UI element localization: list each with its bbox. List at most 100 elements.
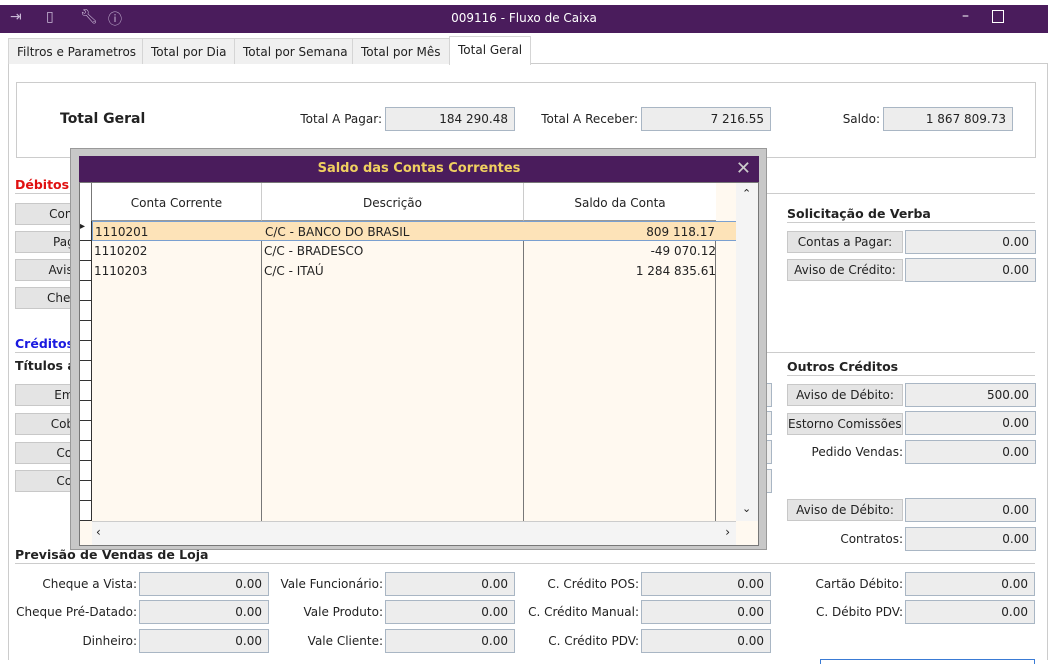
- creditos-title: Créditos: [15, 336, 75, 351]
- info-icon[interactable]: ⓘ: [108, 12, 122, 28]
- previsao-field[interactable]: 0.00: [641, 600, 771, 624]
- tab-filtros[interactable]: Filtros e Parametros: [8, 38, 146, 64]
- row-indicator[interactable]: [80, 281, 92, 301]
- saldo-label: Saldo:: [842, 112, 880, 126]
- previsao-label: Cheque Pré-Datado:: [16, 605, 137, 619]
- outros-title: Outros Créditos: [787, 359, 899, 374]
- pagar-field[interactable]: 184 290.48: [385, 107, 515, 131]
- close-icon[interactable]: ✕: [735, 158, 751, 179]
- row-indicator[interactable]: ▸: [80, 221, 92, 241]
- descricao-cell: C/C - BANCO DO BRASIL: [265, 225, 410, 239]
- debitos-title: Débitos: [15, 177, 70, 192]
- row-indicator[interactable]: [80, 381, 92, 401]
- pedido-vendas-field[interactable]: 0.00: [905, 440, 1036, 464]
- previsao-label: Cheque a Vista:: [42, 577, 137, 591]
- outros-aviso-debito-button[interactable]: Aviso de Débito:: [787, 384, 903, 406]
- solicitacao-contas-pagar-field[interactable]: 0.00: [905, 230, 1036, 254]
- dialog-title-bar: Saldo das Contas Correntes ✕: [79, 156, 759, 182]
- header-conta[interactable]: Conta Corrente: [92, 183, 262, 221]
- pedido-vendas-label: Pedido Vendas:: [811, 445, 903, 459]
- scroll-left-icon[interactable]: ‹: [96, 525, 101, 539]
- saldo-column: [524, 183, 716, 521]
- estorno-comissoes-button[interactable]: Estorno Comissões:: [787, 413, 903, 435]
- aviso-debito-2-field[interactable]: 0.00: [905, 498, 1036, 522]
- previsao-title: Previsão de Vendas de Loja: [15, 547, 209, 562]
- saldo-cell: 1 284 835.61: [635, 264, 716, 278]
- row-indicator[interactable]: [80, 501, 92, 521]
- previsao-field[interactable]: 0.00: [385, 629, 515, 653]
- receber-field[interactable]: 7 216.55: [641, 107, 771, 131]
- contratos-field[interactable]: 0.00: [905, 527, 1036, 551]
- previsao-field[interactable]: 0.00: [385, 600, 515, 624]
- aviso-debito-2-button[interactable]: Aviso de Débito:: [787, 499, 903, 521]
- row-indicator[interactable]: [80, 481, 92, 501]
- previsao-field[interactable]: 0.00: [905, 600, 1035, 624]
- previsao-label: C. Débito PDV:: [816, 605, 903, 619]
- previsao-label: C. Crédito POS:: [547, 577, 639, 591]
- previsao-field[interactable]: 0.00: [641, 629, 771, 653]
- indent-icon[interactable]: ⇥: [10, 9, 22, 25]
- previsao-label: Cartão Débito:: [815, 577, 903, 591]
- previsao-field[interactable]: 0.00: [139, 629, 269, 653]
- outros-aviso-debito-field[interactable]: 500.00: [905, 383, 1036, 407]
- wrench-icon[interactable]: 🔧︎: [80, 9, 98, 25]
- previsao-field[interactable]: 0.00: [139, 600, 269, 624]
- row-indicator[interactable]: [80, 421, 92, 441]
- summary-title: Total Geral: [60, 111, 146, 127]
- descricao-cell: C/C - BRADESCO: [264, 244, 364, 258]
- row-indicator[interactable]: [80, 261, 92, 281]
- conta-column: [92, 183, 262, 521]
- saldo-contas-dialog: Saldo das Contas Correntes ✕ Conta Corre…: [70, 148, 767, 550]
- solicitacao-aviso-credito-field[interactable]: 0.00: [905, 258, 1036, 282]
- contratos-label: Contratos:: [840, 532, 903, 546]
- saldo-cell: -49 070.12: [650, 244, 716, 258]
- tab-total-mes[interactable]: Total por Mês: [352, 38, 450, 64]
- pagar-label: Total A Pagar:: [300, 112, 382, 126]
- table-row[interactable]: 1110201 C/C - BANCO DO BRASIL 809 118.17: [92, 221, 738, 241]
- traffic-light-icon[interactable]: ▯: [46, 9, 54, 25]
- row-indicator[interactable]: [80, 441, 92, 461]
- scroll-up-icon[interactable]: ⌃: [742, 187, 752, 200]
- row-indicator[interactable]: [80, 341, 92, 361]
- saldo-field[interactable]: 1 867 809.73: [883, 107, 1013, 131]
- previsao-field[interactable]: 0.00: [385, 572, 515, 596]
- receber-label: Total A Receber:: [541, 112, 638, 126]
- row-indicator[interactable]: [80, 241, 92, 261]
- minimize-button[interactable]: –: [962, 8, 969, 24]
- solicitacao-aviso-credito-button[interactable]: Aviso de Crédito:: [787, 259, 903, 281]
- conta-cell: 1110201: [95, 225, 149, 239]
- row-indicator[interactable]: [80, 321, 92, 341]
- tab-total-geral[interactable]: Total Geral: [449, 36, 532, 65]
- conta-cell: 1110203: [94, 264, 148, 278]
- previsao-field[interactable]: 0.00: [905, 572, 1035, 596]
- solicitacao-contas-pagar-button[interactable]: Contas a Pagar:: [787, 231, 903, 253]
- tab-bar: Filtros e Parametros Total por Dia Total…: [8, 36, 1048, 65]
- maximize-button[interactable]: [992, 10, 1004, 23]
- estorno-comissoes-field[interactable]: 0.00: [905, 411, 1036, 435]
- descricao-column: [262, 183, 524, 521]
- scroll-down-icon[interactable]: ⌄: [742, 502, 752, 515]
- dialog-title: Saldo das Contas Correntes: [317, 161, 521, 176]
- horizontal-scrollbar[interactable]: ‹ ›: [92, 521, 736, 545]
- table-row[interactable]: 1110203 C/C - ITAÚ 1 284 835.61: [92, 261, 738, 281]
- row-indicator[interactable]: [80, 401, 92, 421]
- hidden-button[interactable]: [820, 659, 1035, 664]
- vertical-scrollbar[interactable]: ⌃ ⌄: [736, 183, 758, 521]
- solicitacao-title: Solicitação de Verba: [787, 206, 931, 221]
- row-indicator[interactable]: [80, 361, 92, 381]
- scroll-right-icon[interactable]: ›: [725, 525, 730, 539]
- bottom-edge: [0, 660, 1056, 664]
- row-indicator[interactable]: [80, 461, 92, 481]
- tab-total-semana[interactable]: Total por Semana: [234, 38, 357, 64]
- conta-cell: 1110202: [94, 244, 148, 258]
- previsao-label: Dinheiro:: [82, 634, 137, 648]
- row-indicator[interactable]: [80, 301, 92, 321]
- previsao-label: C. Crédito PDV:: [548, 634, 639, 648]
- previsao-field[interactable]: 0.00: [139, 572, 269, 596]
- header-descricao[interactable]: Descrição: [262, 183, 524, 221]
- accounts-grid: Conta Corrente Descrição Saldo da Conta …: [79, 182, 759, 546]
- header-saldo[interactable]: Saldo da Conta: [524, 183, 716, 221]
- table-row[interactable]: 1110202 C/C - BRADESCO -49 070.12: [92, 241, 738, 261]
- previsao-field[interactable]: 0.00: [641, 572, 771, 596]
- tab-total-dia[interactable]: Total por Dia: [142, 38, 236, 64]
